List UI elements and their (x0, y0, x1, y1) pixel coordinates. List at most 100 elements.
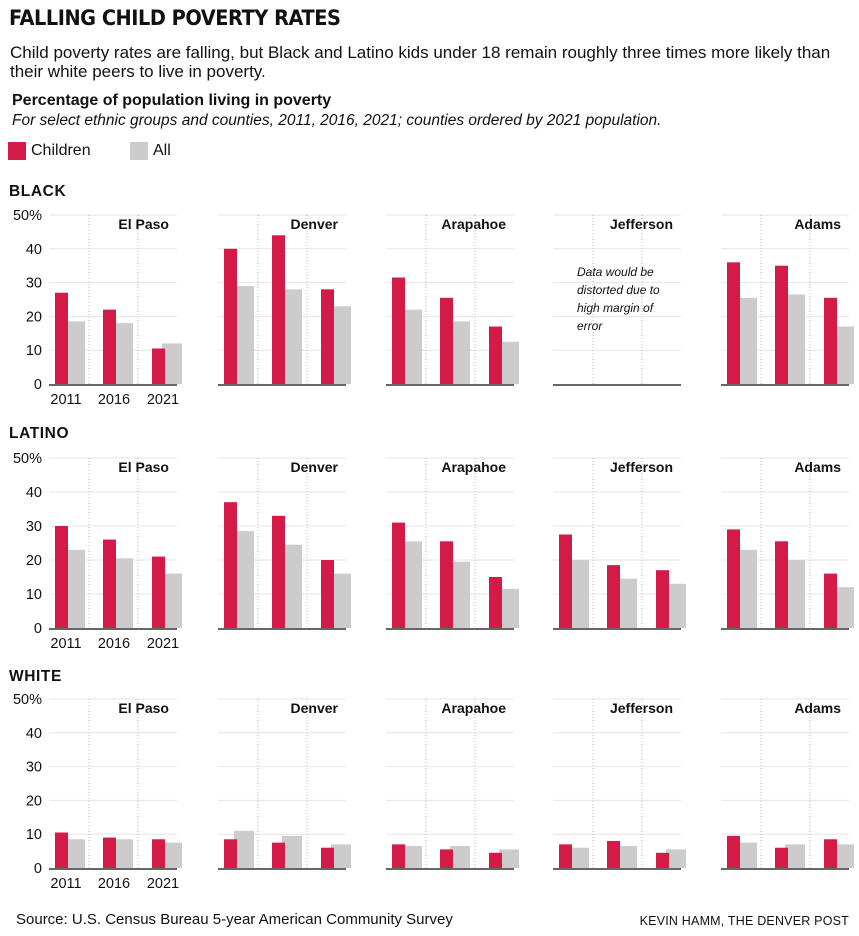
county-label: Adams (794, 459, 841, 475)
group-label-black: BLACK (9, 183, 66, 200)
bar-all-2011 (402, 309, 422, 384)
x-tick-label: 2016 (98, 876, 130, 892)
bar-children-2016 (272, 515, 285, 628)
y-tick-label: 30 (26, 519, 42, 535)
bar-children-2021 (321, 289, 334, 384)
x-tick-label: 2021 (147, 876, 179, 892)
bar-children-2016 (103, 309, 116, 384)
bar-all-2011 (65, 839, 85, 868)
county-label: Jefferson (610, 216, 673, 232)
bar-children-2021 (152, 839, 165, 868)
county-label: Jefferson (610, 700, 673, 716)
bar-children-2011 (55, 832, 68, 868)
y-tick-label: 40 (26, 726, 42, 742)
bar-all-2016 (785, 844, 805, 868)
bar-children-2011 (727, 262, 740, 384)
y-tick-label: 0 (34, 377, 42, 393)
bar-children-2011 (727, 529, 740, 628)
bar-children-2021 (489, 326, 502, 384)
bar-all-2016 (113, 323, 133, 384)
page-subtitle: Child poverty rates are falling, but Bla… (10, 43, 831, 81)
y-tick-label: 10 (26, 343, 42, 359)
bar-children-2016 (607, 840, 620, 868)
bar-all-2011 (234, 285, 254, 384)
bar-all-2011 (569, 560, 589, 628)
y-tick-label: 50% (13, 451, 42, 467)
x-tick-label: 2021 (147, 636, 179, 652)
x-tick-label: 2016 (98, 392, 130, 408)
group-label-white: WHITE (9, 668, 62, 685)
bar-children-2021 (489, 577, 502, 628)
chart-title: Percentage of population living in pover… (12, 92, 332, 109)
bar-all-2021 (834, 326, 854, 384)
bar-all-2021 (834, 587, 854, 628)
bar-all-2016 (450, 321, 470, 384)
bar-all-2011 (737, 297, 757, 384)
bar-children-2021 (824, 839, 837, 868)
bar-children-2016 (440, 541, 453, 628)
bar-children-2016 (607, 565, 620, 628)
legend-swatch-children (8, 142, 26, 160)
county-label: Arapahoe (441, 459, 506, 475)
bar-all-2021 (162, 573, 182, 628)
bar-children-2021 (152, 556, 165, 628)
bar-children-2016 (775, 265, 788, 384)
county-label: El Paso (118, 216, 169, 232)
county-label: Adams (794, 216, 841, 232)
bar-children-2021 (656, 570, 669, 628)
bar-children-2011 (727, 835, 740, 868)
bar-all-2021 (162, 842, 182, 868)
bar-all-2011 (402, 541, 422, 628)
y-tick-label: 10 (26, 587, 42, 603)
bar-children-2021 (824, 573, 837, 628)
legend-swatch-all (130, 142, 148, 160)
county-label: Arapahoe (441, 700, 506, 716)
bar-children-2011 (392, 277, 405, 384)
bar-all-2016 (785, 560, 805, 628)
bar-children-2011 (392, 844, 405, 868)
bar-all-2021 (331, 844, 351, 868)
bar-all-2011 (737, 842, 757, 868)
bar-children-2011 (55, 526, 68, 628)
bar-all-2021 (666, 849, 686, 868)
bar-all-2016 (282, 289, 302, 384)
y-tick-label: 30 (26, 760, 42, 776)
bar-all-2011 (737, 549, 757, 628)
bar-children-2016 (272, 842, 285, 868)
bar-children-2016 (440, 297, 453, 384)
y-tick-label: 50% (13, 208, 42, 224)
bar-all-2021 (331, 306, 351, 384)
y-tick-label: 20 (26, 793, 42, 809)
county-label: Denver (291, 459, 339, 475)
y-tick-label: 0 (34, 621, 42, 637)
county-label: Arapahoe (441, 216, 506, 232)
bar-all-2016 (113, 839, 133, 868)
bar-all-2016 (450, 846, 470, 868)
bar-all-2021 (499, 849, 519, 868)
county-label: Denver (291, 216, 339, 232)
bar-children-2011 (392, 522, 405, 628)
y-tick-label: 40 (26, 242, 42, 258)
bar-all-2016 (617, 846, 637, 868)
bar-all-2011 (569, 847, 589, 868)
bar-children-2011 (224, 839, 237, 868)
y-tick-label: 40 (26, 485, 42, 501)
bar-children-2016 (775, 541, 788, 628)
bar-children-2016 (103, 539, 116, 628)
legend-label-children: Children (31, 142, 91, 159)
chart-subtitle: For select ethnic groups and counties, 2… (12, 112, 662, 129)
bar-children-2011 (224, 248, 237, 384)
bar-all-2011 (65, 549, 85, 628)
bar-children-2021 (152, 348, 165, 384)
source-note: Source: U.S. Census Bureau 5-year Americ… (16, 911, 453, 928)
bar-all-2011 (402, 846, 422, 868)
bar-all-2016 (785, 294, 805, 384)
county-label: Denver (291, 700, 339, 716)
bar-all-2011 (65, 321, 85, 384)
bar-children-2021 (321, 847, 334, 868)
x-tick-label: 2011 (50, 392, 81, 408)
bar-children-2011 (559, 534, 572, 628)
bar-all-2021 (499, 588, 519, 628)
bar-children-2011 (55, 292, 68, 384)
